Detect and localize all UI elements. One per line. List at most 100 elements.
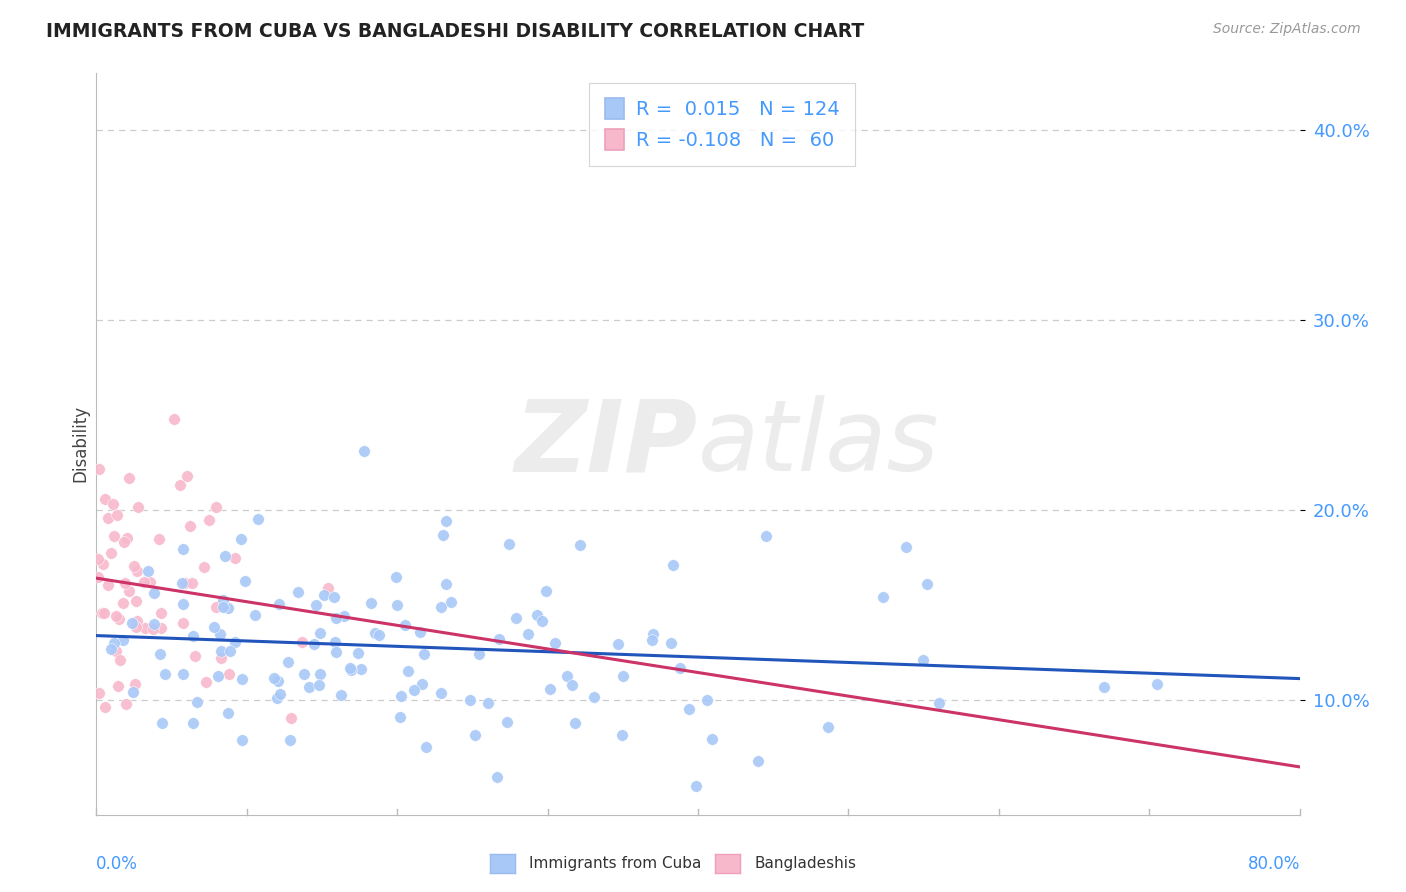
Point <box>340 664 363 678</box>
Point <box>107 612 129 626</box>
Point <box>170 575 193 590</box>
Point <box>277 655 299 669</box>
Point <box>155 667 177 681</box>
Point <box>103 529 125 543</box>
Point <box>367 628 389 642</box>
Point <box>287 585 309 599</box>
Point <box>308 678 330 692</box>
Point <box>169 478 191 492</box>
Point <box>231 733 253 747</box>
Point <box>179 518 201 533</box>
Point <box>204 600 226 615</box>
Point <box>122 685 145 699</box>
Text: Immigrants from Cuba: Immigrants from Cuba <box>529 856 702 871</box>
Point <box>308 667 330 681</box>
Point <box>561 678 583 692</box>
Point <box>174 575 197 590</box>
Point <box>125 564 148 578</box>
Point <box>86 552 108 566</box>
Point <box>641 627 664 641</box>
Point <box>122 558 145 573</box>
Point <box>612 728 634 742</box>
Point <box>150 716 173 731</box>
Point <box>97 577 120 591</box>
Point <box>181 716 204 731</box>
Point <box>263 671 285 685</box>
Point <box>747 755 769 769</box>
Point <box>309 626 332 640</box>
Point <box>212 599 235 614</box>
Point <box>233 574 256 588</box>
Point <box>329 689 352 703</box>
Point <box>488 632 510 647</box>
Point <box>101 497 124 511</box>
Point <box>607 637 630 651</box>
Point <box>172 597 194 611</box>
Point <box>486 770 509 784</box>
Point <box>413 648 436 662</box>
Point <box>402 683 425 698</box>
Point <box>678 702 700 716</box>
Point <box>111 633 134 648</box>
Text: IMMIGRANTS FROM CUBA VS BANGLADESHI DISABILITY CORRELATION CHART: IMMIGRANTS FROM CUBA VS BANGLADESHI DISA… <box>46 22 865 41</box>
Point <box>100 546 122 560</box>
Point <box>212 593 235 607</box>
Point <box>353 443 375 458</box>
Point <box>434 514 457 528</box>
Point <box>928 696 950 710</box>
Point <box>696 693 718 707</box>
Point <box>384 569 406 583</box>
Point <box>389 710 412 724</box>
Point <box>108 653 131 667</box>
Point <box>183 649 205 664</box>
Legend: R =  0.015   N = 124, R = -0.108   N =  60: R = 0.015 N = 124, R = -0.108 N = 60 <box>589 83 855 166</box>
Point <box>115 531 138 545</box>
Point <box>176 469 198 483</box>
Point <box>100 642 122 657</box>
Point <box>530 615 553 629</box>
Point <box>434 577 457 591</box>
Point <box>142 623 165 637</box>
Point <box>224 635 246 649</box>
Point <box>93 606 115 620</box>
Point <box>217 601 239 615</box>
Text: atlas: atlas <box>697 395 939 492</box>
Text: Bangladeshis: Bangladeshis <box>754 856 856 871</box>
Point <box>526 607 548 622</box>
Point <box>105 644 128 658</box>
Point <box>640 633 662 648</box>
Point <box>415 740 437 755</box>
Point <box>198 513 221 527</box>
Point <box>172 667 194 681</box>
Point <box>112 535 135 549</box>
Point <box>125 619 148 633</box>
Point <box>142 586 165 600</box>
Point <box>477 696 499 710</box>
Point <box>325 610 347 624</box>
Point <box>181 629 204 643</box>
Point <box>325 645 347 659</box>
Point <box>669 661 692 675</box>
Point <box>172 542 194 557</box>
Point <box>298 680 321 694</box>
Point <box>97 511 120 525</box>
Point <box>114 575 136 590</box>
Point <box>94 700 117 714</box>
Point <box>217 706 239 720</box>
Point <box>87 686 110 700</box>
Point <box>118 584 141 599</box>
Point <box>208 627 231 641</box>
Point <box>104 609 127 624</box>
Point <box>505 611 527 625</box>
Point <box>363 626 385 640</box>
Point <box>817 720 839 734</box>
Point <box>894 540 917 554</box>
Point <box>149 621 172 635</box>
Point <box>139 575 162 590</box>
Point <box>396 665 419 679</box>
Point <box>214 549 236 563</box>
Point <box>685 779 707 793</box>
Point <box>124 676 146 690</box>
Point <box>1092 680 1115 694</box>
Point <box>172 616 194 631</box>
